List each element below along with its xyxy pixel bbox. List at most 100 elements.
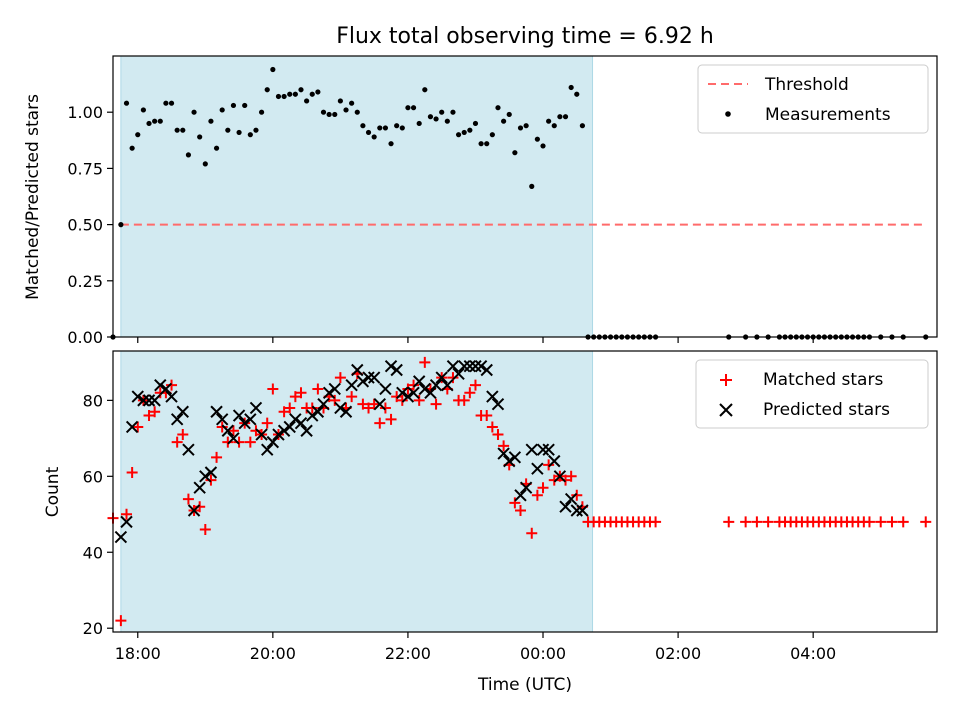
- predicted-star-point: [204, 466, 218, 479]
- predicted-star-point: [474, 359, 488, 373]
- measurement-point: [157, 118, 163, 124]
- measurement-point: [562, 114, 569, 120]
- legend-matched-swatch: [720, 374, 732, 386]
- matched-star-point: [920, 516, 932, 528]
- predicted-star-point: [373, 397, 386, 411]
- measurement-point: [168, 100, 175, 106]
- predicted-star-point: [542, 443, 555, 456]
- y-tick-label: 40: [83, 543, 103, 562]
- predicted-star-point: [244, 413, 257, 426]
- measurement-point: [365, 129, 372, 136]
- predicted-star-point: [199, 470, 212, 483]
- predicted-star-point: [435, 371, 448, 384]
- matched-star-point: [244, 436, 256, 448]
- predicted-star-point: [514, 489, 527, 502]
- measurement-point: [523, 123, 529, 129]
- matched-star-point: [650, 516, 662, 528]
- matched-star-point: [250, 425, 262, 437]
- matched-star-point: [267, 383, 279, 395]
- matched-star-point: [216, 421, 228, 433]
- measurement-point: [444, 118, 450, 124]
- matched-star-point: [391, 391, 403, 403]
- predicted-star-point: [564, 492, 578, 506]
- measurement-point: [343, 107, 349, 113]
- predicted-star-point: [232, 409, 246, 422]
- predicted-star-point: [114, 530, 128, 544]
- x-axis-label: Time (UTC): [477, 675, 572, 695]
- predicted-star-point: [536, 443, 550, 456]
- matched-star-point: [334, 372, 346, 384]
- measurement-point: [332, 111, 338, 118]
- measurement-point: [427, 114, 434, 120]
- predicted-star-point: [407, 386, 420, 399]
- matched-star-point: [171, 436, 183, 448]
- y-tick-label: 1.00: [67, 103, 103, 122]
- matched-star-point: [121, 508, 133, 520]
- predicted-star-point: [351, 363, 364, 377]
- matched-star-point: [419, 356, 431, 368]
- measurement-point: [337, 98, 343, 104]
- predicted-star-point: [272, 428, 285, 441]
- matched-star-point: [177, 429, 189, 441]
- predicted-star-point: [429, 378, 443, 392]
- predicted-star-point: [519, 481, 533, 494]
- matched-star-point: [126, 467, 138, 479]
- matched-star-point: [565, 470, 577, 482]
- matched-star-point: [289, 391, 301, 403]
- matched-star-point: [357, 398, 369, 410]
- matched-star-point: [560, 474, 572, 486]
- matched-star-point: [762, 516, 774, 528]
- predicted-star-point: [300, 424, 313, 437]
- matched-star-point: [368, 398, 380, 410]
- predicted-star-point: [480, 363, 493, 377]
- x-tick-label: 04:00: [790, 644, 836, 663]
- predicted-star-point: [322, 386, 336, 399]
- predicted-star-point: [463, 359, 477, 373]
- predicted-star-point: [367, 371, 381, 384]
- measurement-point: [118, 222, 124, 228]
- predicted-star-point: [339, 405, 353, 418]
- matched-star-point: [402, 383, 414, 395]
- measurement-point: [140, 107, 146, 113]
- measurement-point: [574, 91, 580, 97]
- matched-star-point: [222, 436, 234, 448]
- predicted-star-point: [311, 405, 325, 418]
- measurement-point: [275, 93, 282, 100]
- legend-measurements-swatch: [725, 111, 731, 117]
- matched-star-point: [306, 402, 318, 414]
- predicted-star-point: [159, 382, 173, 396]
- matched-star-point: [396, 394, 408, 406]
- y-tick-label: 0.75: [67, 159, 103, 178]
- predicted-star-point: [182, 443, 195, 456]
- legend-predicted-swatch: [719, 403, 733, 417]
- predicted-star-point: [418, 382, 432, 396]
- measurement-point: [298, 87, 304, 93]
- measurement-point: [529, 183, 535, 189]
- measurement-point: [309, 91, 315, 97]
- legend-matched-label: Matched stars: [763, 370, 883, 390]
- measurement-point: [253, 127, 259, 133]
- measurement-point: [242, 102, 248, 109]
- measurement-point: [354, 109, 360, 115]
- predicted-star-point: [131, 390, 144, 403]
- predicted-star-point: [170, 413, 184, 426]
- bottom-y-ticks: 20 40 60 80: [83, 391, 113, 638]
- measurement-point: [191, 109, 197, 115]
- predicted-star-point: [362, 371, 375, 384]
- measurement-point: [461, 129, 467, 136]
- top-shaded-interval: [120, 55, 594, 338]
- predicted-star-point: [289, 413, 302, 426]
- measurement-point: [326, 111, 332, 118]
- predicted-star-point: [294, 416, 308, 430]
- predicted-star-point: [486, 390, 499, 403]
- measurement-point: [399, 125, 405, 131]
- predicted-star-point: [187, 504, 201, 517]
- matched-star-point: [227, 425, 239, 437]
- predicted-star-point: [221, 424, 235, 437]
- matched-star-point: [166, 379, 178, 391]
- predicted-star-point: [508, 451, 522, 464]
- predicted-star-point: [384, 359, 398, 373]
- measurement-point: [557, 114, 563, 120]
- measurement-point: [422, 87, 428, 93]
- predicted-star-point: [249, 401, 263, 415]
